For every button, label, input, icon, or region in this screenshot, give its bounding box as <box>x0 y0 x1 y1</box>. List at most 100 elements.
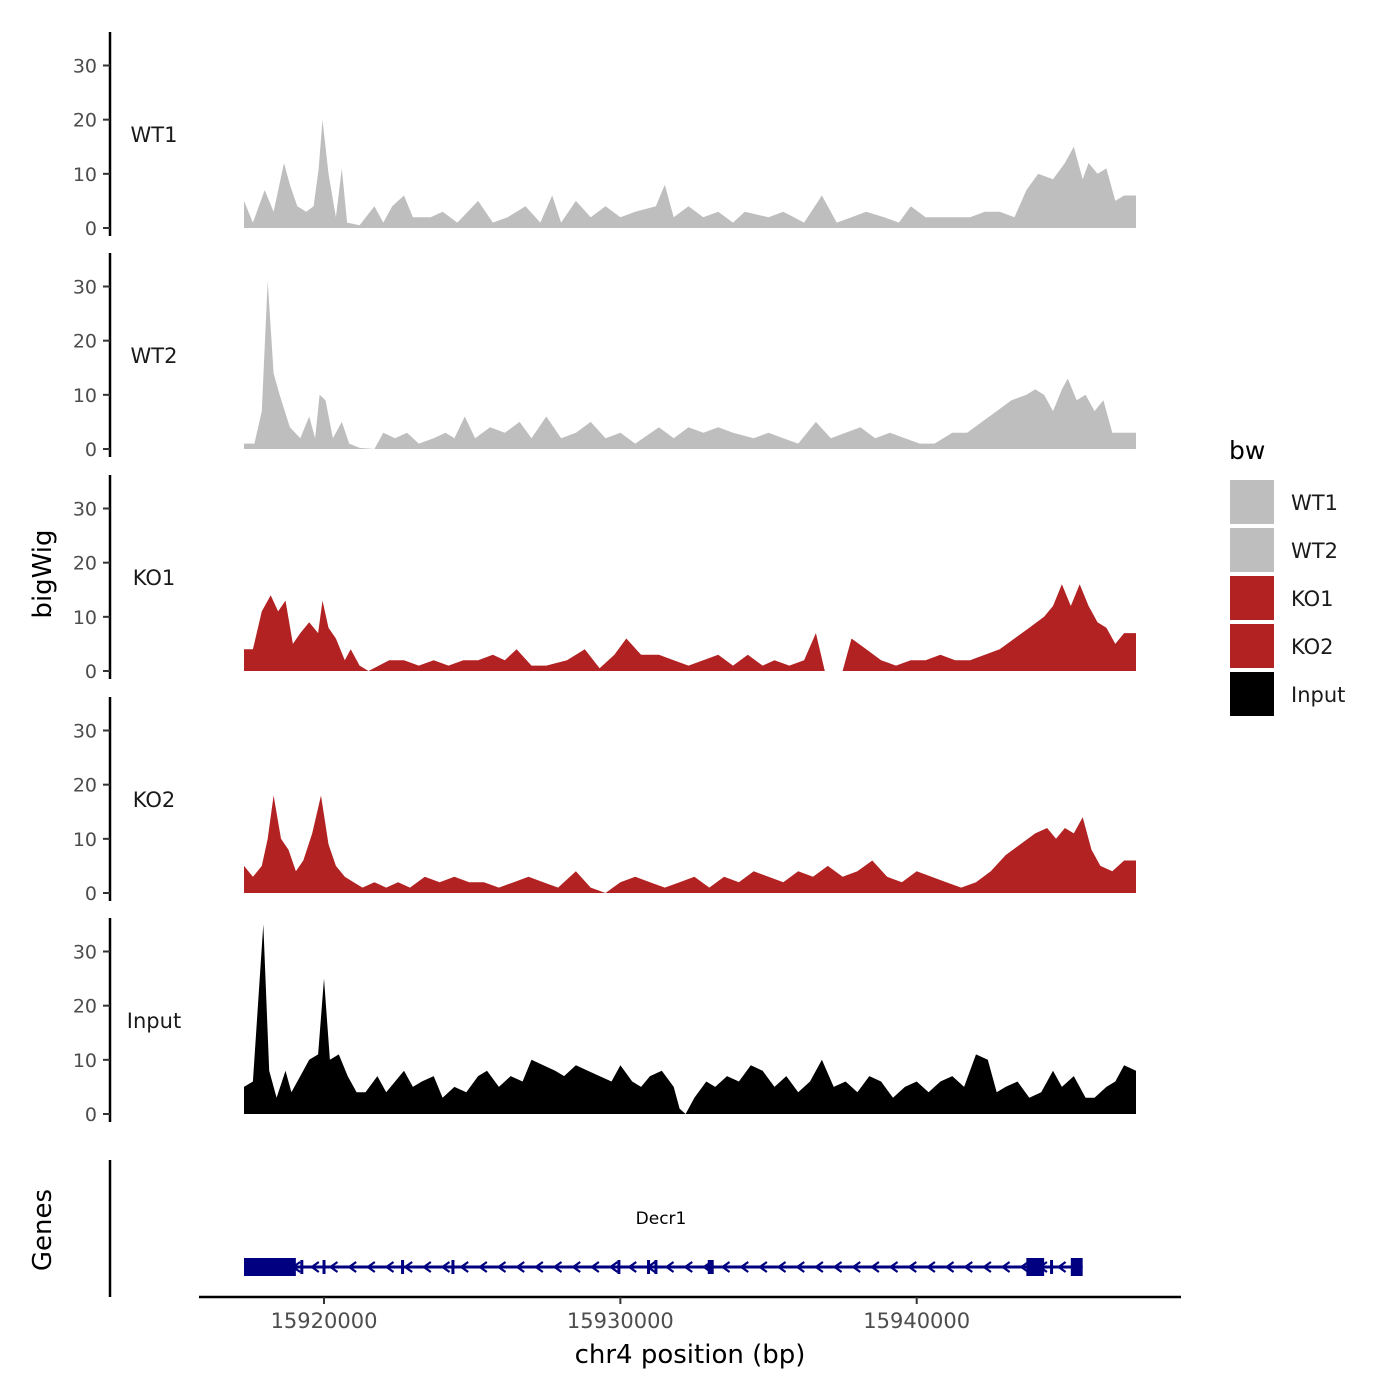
y-tick-label: 0 <box>85 439 97 461</box>
track-panel-wt2: 0 10 20 30 WT2 <box>73 253 1136 461</box>
y-tick-label: 10 <box>73 1050 97 1072</box>
strand-arrow <box>851 1261 861 1273</box>
strand-arrow <box>776 1261 787 1273</box>
track-panel-input: 0 10 20 30 Input <box>73 918 1136 1126</box>
strand-arrow <box>496 1261 507 1273</box>
y-tick-label: 30 <box>73 942 97 964</box>
strand-arrow <box>515 1261 525 1273</box>
strand-arrow <box>459 1261 469 1273</box>
y-tick-label: 10 <box>73 164 97 186</box>
legend-title: bw <box>1229 436 1265 465</box>
strand-arrow <box>982 1261 992 1273</box>
strand-arrow <box>963 1261 973 1273</box>
exon <box>1070 1258 1083 1276</box>
coverage-area-ko2 <box>244 795 1136 893</box>
strand-arrow <box>347 1261 357 1273</box>
track-panel-ko1: 0 10 20 30 KO1 <box>73 475 1136 683</box>
legend-key-input <box>1230 672 1274 716</box>
track-label: KO1 <box>133 566 176 590</box>
track-label: WT2 <box>131 344 178 368</box>
legend-key-ko1 <box>1230 576 1274 620</box>
y-tick-label: 20 <box>73 331 97 353</box>
legend-label: KO1 <box>1291 587 1334 611</box>
strand-arrow <box>384 1261 395 1273</box>
strand-arrow <box>403 1261 413 1273</box>
y-tick-label: 0 <box>85 661 97 683</box>
strand-arrow <box>720 1261 731 1273</box>
strand-arrow <box>309 1261 320 1273</box>
y-tick-label: 10 <box>73 829 97 851</box>
strand-arrow <box>533 1261 544 1273</box>
x-tick-label: 15920000 <box>271 1309 378 1333</box>
strand-arrow <box>421 1261 432 1273</box>
strand-arrow <box>758 1261 768 1273</box>
genes-panel: Decr1 <box>108 1160 1083 1297</box>
strand-arrow <box>552 1261 563 1273</box>
strand-arrow <box>477 1261 488 1273</box>
coverage-area-ko1 <box>244 584 1136 671</box>
y-tick-label: 30 <box>73 721 97 743</box>
legend-key-ko2 <box>1230 624 1274 668</box>
strand-arrow <box>440 1261 451 1273</box>
legend-key-wt1 <box>1230 480 1274 524</box>
x-axis: 15920000 15930000 15940000 <box>199 1295 1181 1333</box>
track-panel-ko2: 0 10 20 30 KO2 <box>73 697 1136 905</box>
strand-arrow <box>664 1261 675 1273</box>
y-tick-label: 20 <box>73 553 97 575</box>
strand-arrow <box>795 1261 805 1273</box>
strand-arrow <box>870 1261 880 1273</box>
strand-arrow <box>608 1261 619 1273</box>
strand-arrow <box>814 1261 824 1273</box>
y-tick-label: 20 <box>73 775 97 797</box>
y-axis-title: bigWig <box>28 529 58 618</box>
exon <box>322 1260 326 1274</box>
legend-label: WT1 <box>1291 491 1338 515</box>
y-tick-label: 0 <box>85 218 97 240</box>
exon <box>654 1260 658 1274</box>
y-tick-label: 0 <box>85 883 97 905</box>
strand-arrow <box>627 1261 637 1273</box>
exon <box>1050 1260 1054 1274</box>
exon <box>401 1260 405 1274</box>
strand-arrow <box>832 1261 843 1273</box>
legend-label: WT2 <box>1291 539 1338 563</box>
exon <box>707 1260 714 1274</box>
strand-arrow <box>907 1261 917 1273</box>
exon <box>1026 1258 1045 1276</box>
exon <box>300 1260 304 1274</box>
strand-arrow <box>365 1261 376 1273</box>
strand-arrow <box>589 1261 600 1273</box>
legend-label: KO2 <box>1291 635 1334 659</box>
y-tick-label: 30 <box>73 56 97 78</box>
strand-arrow <box>1056 1261 1067 1273</box>
strand-arrow <box>888 1261 899 1273</box>
strand-arrow <box>944 1261 955 1273</box>
y-tick-label: 20 <box>73 110 97 132</box>
exon <box>617 1260 621 1274</box>
legend-label: Input <box>1291 683 1345 707</box>
y-tick-label: 30 <box>73 277 97 299</box>
track-panel-wt1: 0 10 20 30 WT1 <box>73 32 1136 240</box>
strand-arrow <box>926 1261 936 1273</box>
y-tick-label: 10 <box>73 607 97 629</box>
exon <box>451 1260 455 1274</box>
y-tick-label: 30 <box>73 499 97 521</box>
coverage-area-wt1 <box>244 119 1136 228</box>
track-label: WT1 <box>131 123 178 147</box>
coverage-area-wt2 <box>244 281 1136 449</box>
gene-label: Decr1 <box>636 1209 687 1229</box>
y-tick-label: 0 <box>85 1104 97 1126</box>
genes-panel-title: Genes <box>28 1189 58 1271</box>
x-tick-label: 15940000 <box>863 1309 970 1333</box>
strand-arrow <box>1000 1261 1011 1273</box>
x-tick-label: 15930000 <box>567 1309 674 1333</box>
strand-arrow <box>571 1261 581 1273</box>
strand-arrow <box>1019 1261 1029 1273</box>
y-tick-label: 10 <box>73 385 97 407</box>
track-label: Input <box>127 1009 181 1033</box>
exon <box>647 1260 651 1274</box>
strand-arrow <box>328 1261 339 1273</box>
x-axis-title: chr4 position (bp) <box>575 1340 806 1370</box>
y-tick-label: 20 <box>73 996 97 1018</box>
